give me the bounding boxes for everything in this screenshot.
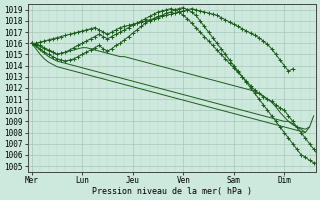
X-axis label: Pression niveau de la mer( hPa ): Pression niveau de la mer( hPa ) [92,187,252,196]
